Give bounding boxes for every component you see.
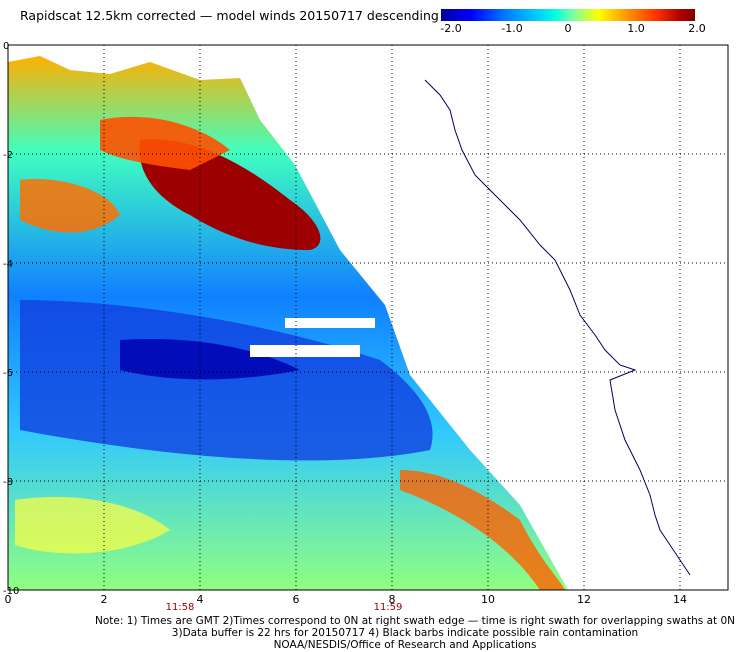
y-tick-label: 0	[3, 41, 9, 52]
x-tick-label: 12	[577, 593, 591, 606]
x-tick-label: 10	[481, 593, 495, 606]
footnote-line: 3)Data buffer is 22 hrs for 20150717 4) …	[171, 627, 639, 639]
color-scale-label: 2.0	[688, 22, 706, 35]
time-label: 11:59	[374, 602, 403, 613]
x-tick-label: 8	[389, 593, 396, 606]
color-scale-label: -1.0	[501, 22, 523, 35]
y-tick-label: -4	[3, 259, 13, 270]
x-tick-label: 6	[293, 593, 300, 606]
color-scale-label: -2.0	[440, 22, 462, 35]
footnote-line: NOAA/NESDIS/Office of Research and Appli…	[273, 639, 537, 651]
negative-anomaly-region	[120, 339, 300, 380]
x-tick-label: 2	[101, 593, 108, 606]
y-tick-label: -2	[3, 150, 13, 161]
x-tick-label: 4	[197, 593, 204, 606]
data-gap	[285, 318, 375, 328]
footnote-line: Note: 1) Times are GMT 2)Times correspon…	[94, 615, 735, 627]
color-scale-bar	[441, 9, 695, 21]
y-tick-label: -8	[3, 477, 13, 488]
x-tick-label: 0	[5, 593, 12, 606]
data-gap	[250, 345, 360, 357]
y-tick-label: -6	[3, 368, 13, 379]
color-scale-label: 1.0	[627, 22, 645, 35]
x-tick-label: 14	[673, 593, 687, 606]
plot-frame	[7, 44, 729, 591]
positive-anomaly-region	[100, 116, 230, 170]
positive-anomaly-region	[20, 179, 120, 233]
map-title: Rapidscat 12.5km corrected — model winds…	[20, 8, 439, 23]
y-tick-label: -10	[3, 586, 19, 597]
color-scale-label: 0	[564, 22, 572, 35]
grid-lines	[8, 45, 728, 590]
time-label: 11:58	[166, 602, 195, 613]
axis-ticks: 0 2 4 6 8 10 12 14 0 -2 -4 -6 -8 -10 11:58 11:59	[3, 41, 687, 613]
positive-anomaly-region	[15, 496, 170, 554]
positive-anomaly-region	[400, 470, 565, 590]
